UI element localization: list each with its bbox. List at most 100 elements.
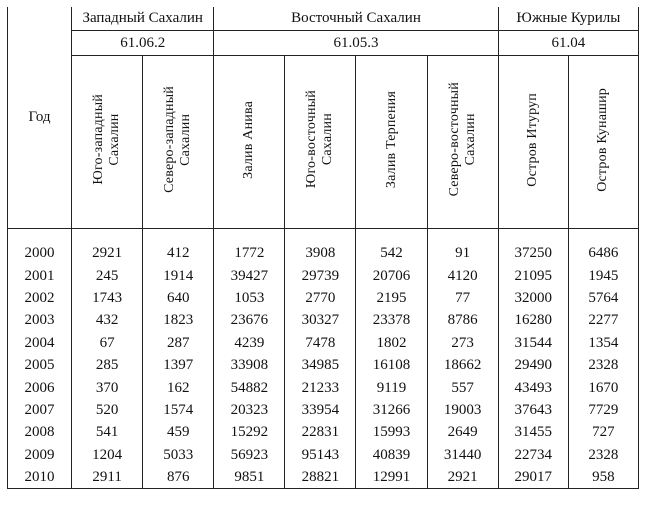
value-cell: 1397 <box>142 353 215 377</box>
subregion-label: Северо-западный Сахалин <box>162 86 194 193</box>
value-cell: 520 <box>71 398 144 422</box>
value-cell: 245 <box>71 264 144 287</box>
value-cell: 2277 <box>567 309 640 332</box>
year-cell: 2005 <box>6 353 73 377</box>
year-cell: 2004 <box>6 331 73 354</box>
group-code-south-kurils: 61.04 <box>497 30 640 56</box>
value-cell: 4120 <box>426 264 499 287</box>
table-row: 2009 1204 5033 56923 95143 40839 31440 22734 232… <box>6 443 640 466</box>
value-cell: 2328 <box>567 353 640 377</box>
table-row: 2004 67 287 4239 7478 1802 273 31544 1354 <box>6 331 640 354</box>
subregion-header: Залив Терпения <box>355 55 428 229</box>
value-cell: 5033 <box>142 443 215 466</box>
value-cell: 16280 <box>497 309 569 332</box>
group-code-east-sakhalin: 61.05.3 <box>213 30 499 56</box>
value-cell: 370 <box>71 376 144 399</box>
year-cell: 2008 <box>6 421 73 444</box>
subregion-label: Остров Итуруп <box>525 92 541 187</box>
subregion-header: Юго-западный Сахалин <box>71 55 144 229</box>
value-cell: 1914 <box>142 264 215 287</box>
subregion-label: Северо-восточный Сахалин <box>446 82 478 197</box>
value-cell: 1772 <box>213 242 286 265</box>
value-cell: 30327 <box>284 309 357 332</box>
value-cell: 2649 <box>426 421 499 444</box>
value-cell: 1053 <box>213 286 286 310</box>
value-cell: 1802 <box>355 331 428 354</box>
group-header-east-sakhalin: Восточный Сахалин <box>213 7 499 31</box>
table-row: 2006 370 162 54882 21233 9119 557 43493 1670 <box>6 376 640 399</box>
subregion-header: Залив Анива <box>213 55 286 229</box>
year-cell: 2006 <box>6 376 73 399</box>
value-cell: 22734 <box>497 443 569 466</box>
value-cell: 40839 <box>355 443 428 466</box>
table-row: 2000 2921 412 1772 3908 542 91 37250 6486 <box>6 242 640 265</box>
value-cell: 9119 <box>355 376 428 399</box>
year-cell: 2000 <box>6 242 73 265</box>
subregion-header-row: Юго-западный Сахалин Северо-западный Сах… <box>8 55 640 229</box>
value-cell: 15993 <box>355 421 428 444</box>
value-cell: 16108 <box>355 353 428 377</box>
value-cell: 21233 <box>284 376 357 399</box>
value-cell: 1574 <box>142 398 215 422</box>
group-header-west-sakhalin: Западный Сахалин <box>71 7 215 31</box>
value-cell: 876 <box>142 465 215 490</box>
value-cell: 91 <box>426 242 499 265</box>
value-cell: 95143 <box>284 443 357 466</box>
value-cell: 1354 <box>567 331 640 354</box>
value-cell: 56923 <box>213 443 286 466</box>
value-cell: 6486 <box>567 242 640 265</box>
value-cell: 15292 <box>213 421 286 444</box>
table-row: 2010 2911 876 9851 28821 12991 2921 29017 958 <box>6 465 640 490</box>
table-row: 2005 285 1397 33908 34985 16108 18662 29490 2328 <box>6 353 640 377</box>
value-cell: 958 <box>567 465 640 490</box>
value-cell: 5764 <box>567 286 640 310</box>
value-cell: 273 <box>426 331 499 354</box>
group-header-row: Год Западный Сахалин Восточный Сахалин Ю… <box>6 7 640 229</box>
value-cell: 459 <box>142 421 215 444</box>
value-cell: 43493 <box>497 376 569 399</box>
value-cell: 31455 <box>497 421 569 444</box>
value-cell: 19003 <box>426 398 499 422</box>
value-cell: 37643 <box>497 398 569 422</box>
spacer-row <box>6 228 640 242</box>
group-header-south-kurils: Южные Курилы <box>497 7 640 31</box>
value-cell: 29490 <box>497 353 569 377</box>
value-cell: 8786 <box>426 309 499 332</box>
subregion-label: Остров Кунашир <box>595 87 611 192</box>
value-cell: 4239 <box>213 331 286 354</box>
value-cell: 29017 <box>497 465 569 490</box>
value-cell: 18662 <box>426 353 499 377</box>
value-cell: 2770 <box>284 286 357 310</box>
subregion-label: Юго-западный Сахалин <box>91 94 123 185</box>
value-cell: 21095 <box>497 264 569 287</box>
year-cell: 2010 <box>6 465 73 490</box>
value-cell: 20706 <box>355 264 428 287</box>
value-cell: 23378 <box>355 309 428 332</box>
value-cell: 541 <box>71 421 144 444</box>
value-cell: 33908 <box>213 353 286 377</box>
value-cell: 432 <box>71 309 144 332</box>
value-cell: 22831 <box>284 421 357 444</box>
subregion-label: Залив Анива <box>241 100 257 179</box>
value-cell: 557 <box>426 376 499 399</box>
year-header: Год <box>6 7 73 229</box>
table-head: Год Западный Сахалин Восточный Сахалин Ю… <box>6 7 640 229</box>
subregion-label: Юго-восточный Сахалин <box>304 90 336 189</box>
value-cell: 640 <box>142 286 215 310</box>
subregion-header: Остров Кунашир <box>567 55 640 229</box>
subregion-header: Северо-западный Сахалин <box>142 55 215 229</box>
value-cell: 23676 <box>213 309 286 332</box>
value-cell: 31266 <box>355 398 428 422</box>
code-header-row: 61.06.2 61.05.3 61.04 <box>8 30 640 56</box>
table-body: 2000 2921 412 1772 3908 542 91 37250 6486 2001 245… <box>6 228 640 490</box>
subregion-header: Остров Итуруп <box>497 55 569 229</box>
value-cell: 162 <box>142 376 215 399</box>
value-cell: 285 <box>71 353 144 377</box>
value-cell: 31544 <box>497 331 569 354</box>
value-cell: 2195 <box>355 286 428 310</box>
value-cell: 29739 <box>284 264 357 287</box>
value-cell: 1945 <box>567 264 640 287</box>
value-cell: 3908 <box>284 242 357 265</box>
value-cell: 12991 <box>355 465 428 490</box>
year-cell: 2002 <box>6 286 73 310</box>
